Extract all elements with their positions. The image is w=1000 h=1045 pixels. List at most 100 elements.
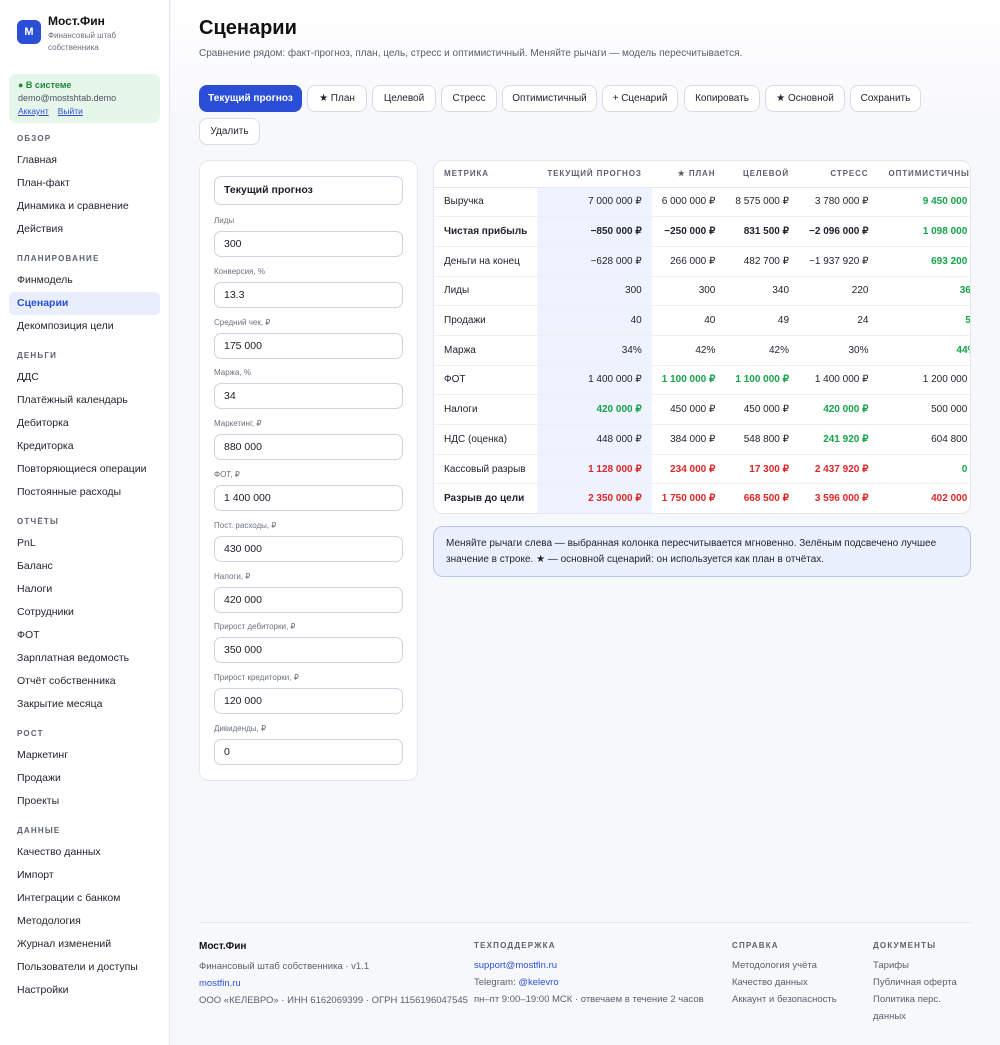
sidebar-item-кредиторка[interactable]: Кредиторка	[17, 440, 74, 452]
table-row: Налоги 420 000 ₽450 000 ₽450 000 ₽420 000…	[434, 394, 970, 425]
telegram-link[interactable]: @kelevro	[518, 977, 559, 988]
lever-input-8[interactable]: 350 000	[214, 637, 403, 664]
toolbar-button-оптимистичный[interactable]: Оптимистичный	[502, 85, 597, 112]
toolbar-button-стресс[interactable]: Стресс	[441, 85, 497, 112]
field-label: Средний чек, ₽	[214, 317, 271, 327]
lever-input-7[interactable]: 420 000	[214, 586, 403, 613]
sidebar-item-платёжный-календарь[interactable]: Платёжный календарь	[17, 394, 128, 406]
footer-support-col: ТЕХПОДДЕРЖКА support@mostfin.ru Telegram…	[474, 941, 704, 1008]
sidebar-item-методология[interactable]: Методология	[17, 915, 81, 927]
sidebar-item-закрытие-месяца[interactable]: Закрытие месяца	[17, 698, 103, 710]
lever-input-9[interactable]: 120 000	[214, 688, 403, 715]
toolbar-button-целевой[interactable]: Целевой	[372, 85, 436, 112]
lever-input-10[interactable]: 0	[214, 739, 403, 765]
footer-docs-link[interactable]: Тарифы	[873, 960, 909, 971]
toolbar-button-основной[interactable]: ★ Основной	[765, 85, 845, 112]
table-cell: 300	[651, 276, 726, 307]
toolbar-button-план[interactable]: ★ План	[307, 85, 367, 112]
toolbar-button-копировать[interactable]: Копировать	[684, 85, 760, 112]
sidebar-item-маркетинг[interactable]: Маркетинг	[17, 749, 69, 761]
sidebar-nav: ОБЗОР Главная План-факт Динамика и сравнени…	[0, 134, 169, 1002]
sidebar-item-качество-данных[interactable]: Качество данных	[17, 846, 101, 858]
footer-help-title: СПРАВКА	[732, 941, 779, 950]
sidebar-item-зарплатная-ведомость[interactable]: Зарплатная ведомость	[17, 652, 130, 664]
account-link[interactable]: Аккаунт	[18, 106, 49, 116]
sidebar-item-сотрудники[interactable]: Сотрудники	[17, 606, 74, 618]
lever-input-0[interactable]: 300	[214, 231, 403, 257]
table-cell: 40	[651, 305, 726, 336]
sidebar-item-фот[interactable]: ФОТ	[17, 629, 40, 641]
sidebar-item-сценарии[interactable]: Сценарии	[9, 292, 160, 315]
table-cell: 420 000 ₽	[537, 394, 652, 425]
table-row: ФОТ 1 400 000 ₽1 100 000 ₽1 100 000 ₽1 40…	[434, 365, 970, 396]
table-cell: 3 780 000 ₽	[799, 187, 879, 218]
lever-input-6[interactable]: 430 000	[214, 535, 403, 562]
levers-panel: Текущий прогноз Лиды 300 Конверсия, % 13.3 С…	[199, 160, 418, 781]
sidebar-item-проекты[interactable]: Проекты	[17, 795, 60, 807]
sidebar-item-налоги[interactable]: Налоги	[17, 583, 53, 595]
sidebar-item-продажи[interactable]: Продажи	[17, 772, 61, 784]
info-note: Меняйте рычаги слева — выбранная колонка…	[433, 526, 971, 577]
scenario-name-input[interactable]: Текущий прогноз	[214, 176, 403, 205]
toolbar-button-сценарий[interactable]: + Сценарий	[602, 85, 678, 112]
lever-input-3[interactable]: 34	[214, 383, 403, 410]
sidebar-item-главная[interactable]: Главная	[17, 154, 57, 166]
lever-input-5[interactable]: 1 400 000	[214, 485, 403, 511]
table-cell: −628 000 ₽	[537, 246, 652, 277]
table-row: Деньги на конец −628 000 ₽266 000 ₽482 70…	[434, 246, 970, 277]
sidebar-item-журнал-изменений[interactable]: Журнал изменений	[17, 938, 112, 950]
table-cell: −250 000 ₽	[651, 216, 726, 247]
sidebar-item-дебиторка[interactable]: Дебиторка	[17, 417, 69, 429]
support-email-link[interactable]: support@mostfin.ru	[474, 960, 558, 971]
nav-section-title: ДЕНЬГИ	[17, 351, 58, 360]
scenario-comparison-table: МЕТРИКА ТЕКУЩИЙ ПРОГНОЗ ★ ПЛАН ЦЕЛЕВОЙ СТРЕС…	[434, 161, 970, 513]
table-cell: 42%	[725, 335, 800, 366]
nav-section-title: РОСТ	[17, 729, 44, 738]
toolbar-button-текущий-прогноз[interactable]: Текущий прогноз	[199, 85, 302, 112]
table-cell: 1 400 000 ₽	[799, 365, 879, 396]
sidebar-item-динамика-и-сравнение[interactable]: Динамика и сравнение	[17, 200, 129, 212]
toolbar-button-сохранить[interactable]: Сохранить	[850, 85, 921, 112]
footer-docs-link[interactable]: Политика перс. данных	[873, 994, 941, 1022]
sidebar-item-финмодель[interactable]: Финмодель	[17, 274, 73, 286]
sidebar-item-декомпозиция-цели[interactable]: Декомпозиция цели	[17, 320, 114, 332]
sidebar-item-действия[interactable]: Действия	[17, 223, 64, 235]
sidebar-item-пользователи-и-доступы[interactable]: Пользователи и доступы	[17, 961, 138, 973]
sidebar-item-интеграции-с-банком[interactable]: Интеграции с банком	[17, 892, 121, 904]
table-cell: 420 000 ₽	[799, 394, 879, 425]
sidebar-item-ддс[interactable]: ДДС	[17, 371, 39, 383]
nav-section-title: ОБЗОР	[17, 134, 52, 143]
table-row: Разрыв до цели 2 350 000 ₽ 1 750 000 ₽ 668 …	[434, 483, 970, 513]
table-cell: 241 920 ₽	[799, 424, 879, 455]
sidebar-item-pnl[interactable]: PnL	[17, 537, 36, 549]
metric-name: Кассовый разрыв	[434, 454, 538, 485]
table-row: Лиды300300340220360	[434, 276, 970, 307]
table-cell: 49	[725, 305, 800, 336]
sidebar-item-повторяющиеся-операции[interactable]: Повторяющиеся операции	[17, 463, 147, 475]
sidebar-item-отчёт-собственника[interactable]: Отчёт собственника	[17, 675, 116, 687]
lever-input-2[interactable]: 175 000	[214, 332, 403, 359]
sidebar-item-настройки[interactable]: Настройки	[17, 984, 69, 996]
footer-site-link[interactable]: mostfin.ru	[199, 978, 241, 989]
footer: Мост.Фин Финансовый штаб собственника · …	[199, 922, 971, 1022]
footer-docs-link[interactable]: Публичная оферта	[873, 977, 957, 988]
table-cell: 44%	[878, 335, 970, 366]
lever-input-1[interactable]: 13.3	[214, 281, 403, 308]
sidebar-item-план-факт[interactable]: План-факт	[17, 177, 70, 189]
footer-help-link[interactable]: Аккаунт и безопасность	[732, 994, 837, 1005]
sidebar-item-баланс[interactable]: Баланс	[17, 560, 53, 572]
sidebar-item-импорт[interactable]: Импорт	[17, 869, 54, 881]
footer-brand-col: Мост.Фин Финансовый штаб собственника · …	[199, 941, 468, 1009]
toolbar-button-удалить[interactable]: Удалить	[199, 118, 260, 145]
footer-help-link[interactable]: Методология учёта	[732, 960, 817, 971]
table-cell: 234 000 ₽	[651, 454, 726, 485]
brand[interactable]: М Мост.Фин Финансовый штаб собственника	[0, 0, 169, 54]
column-header: ЦЕЛЕВОЙ	[725, 161, 800, 188]
logout-link[interactable]: Выйти	[57, 106, 83, 116]
footer-docs-title: ДОКУМЕНТЫ	[873, 941, 937, 950]
lever-input-4[interactable]: 880 000	[214, 434, 403, 461]
footer-support-title: ТЕХПОДДЕРЖКА	[474, 941, 556, 950]
table-cell: 8 575 000 ₽	[725, 187, 800, 218]
sidebar-item-постоянные-расходы[interactable]: Постоянные расходы	[17, 486, 122, 498]
footer-help-link[interactable]: Качество данных	[732, 977, 808, 988]
